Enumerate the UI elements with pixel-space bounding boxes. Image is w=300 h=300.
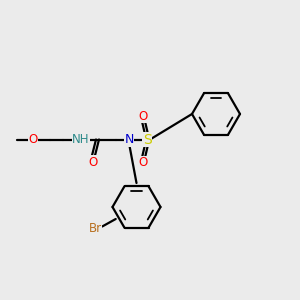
Text: O: O: [28, 133, 38, 146]
Text: O: O: [139, 110, 148, 123]
Text: N: N: [124, 133, 134, 146]
Text: S: S: [142, 133, 152, 146]
Text: Br: Br: [89, 221, 102, 235]
Text: NH: NH: [72, 133, 90, 146]
Text: O: O: [88, 155, 98, 169]
Text: O: O: [139, 156, 148, 169]
